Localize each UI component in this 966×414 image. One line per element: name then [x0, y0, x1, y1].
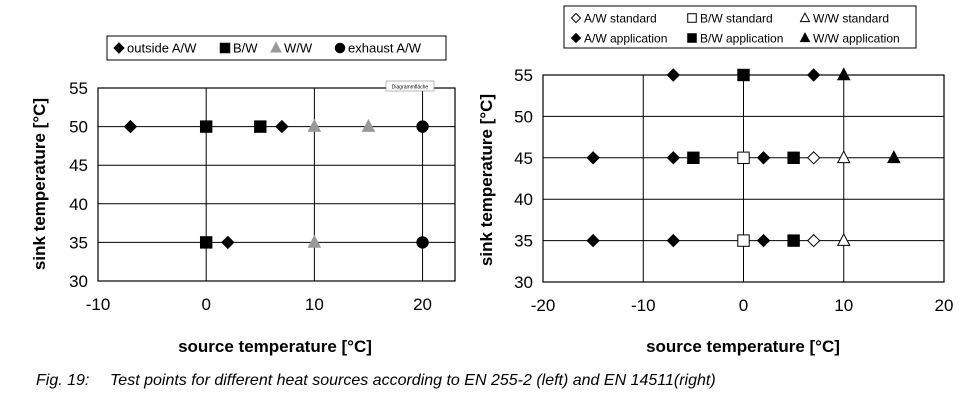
y-tick-label: 30 [69, 272, 88, 291]
annotation-box [385, 80, 435, 92]
y-axis-title-left: sink temperature [°C] [30, 98, 49, 270]
legend-label: B/W standard [700, 12, 773, 26]
legend-marker [687, 13, 697, 23]
annotation-text: Diagrammfläche [392, 85, 429, 91]
x-tick-label: 0 [739, 296, 748, 315]
chart-right: A/W standard B/W standard W/W standard A/W … [477, 5, 953, 356]
data-point [586, 151, 600, 165]
legend-label: W/W [284, 41, 313, 56]
legend-marker [270, 41, 282, 53]
data-point [756, 233, 771, 248]
data-point [737, 151, 750, 165]
data-point [836, 232, 851, 246]
figure-caption-text: Test points for different heat sources a… [110, 372, 716, 389]
x-tick-label: -20 [531, 296, 556, 315]
x-tick-label: -10 [631, 296, 656, 315]
figure-label: Fig. 19: [36, 372, 90, 389]
y-tick-label: 35 [69, 233, 88, 252]
data-point [836, 150, 851, 164]
chart-left: outside A/W B/W W/W exhaust A/W 30 35 40 45 50 5… [30, 35, 456, 356]
data-point [787, 234, 800, 247]
x-tick-label: 20 [413, 295, 432, 314]
data-point [307, 118, 322, 132]
legend-right-box [563, 5, 917, 49]
y-tick-label: 50 [514, 107, 533, 126]
data-point [666, 151, 681, 165]
legend-marker [687, 33, 697, 43]
data-point [123, 119, 138, 134]
plot-area-left: 30 35 40 45 50 55 -10 0 10 20 [69, 79, 456, 314]
data-point [666, 68, 681, 82]
data-point [221, 235, 235, 250]
legend-label: A/W standard [584, 12, 657, 26]
data-point [756, 151, 771, 165]
figure-caption: Fig. 19: Test points for different heat s… [36, 372, 716, 390]
legend-marker [799, 11, 811, 23]
y-tick-label: 45 [514, 149, 533, 168]
plot-frame [97, 87, 456, 282]
legend-right: A/W standard B/W standard W/W standard A/W … [563, 5, 917, 49]
legend-marker [570, 12, 582, 24]
legend-label: outside A/W [127, 41, 197, 56]
x-tick-label: 20 [935, 296, 954, 315]
x-tick-label: 10 [834, 296, 853, 315]
y-tick-label: 30 [514, 273, 533, 292]
data-point [666, 233, 681, 248]
y-axis-title-right: sink temperature [°C] [477, 94, 496, 266]
data-point [887, 150, 901, 164]
legend-label: B/W application [700, 32, 783, 46]
x-tick-label: -10 [86, 295, 111, 314]
plot-area-right: 30 35 40 45 50 55 -20 -10 0 10 20 [514, 66, 953, 315]
data-point [307, 234, 322, 248]
y-tick-label: 45 [69, 156, 88, 175]
legend-label: W/W application [813, 32, 900, 46]
data-point [687, 151, 700, 165]
y-tick-label: 35 [514, 232, 533, 251]
data-point [787, 151, 800, 165]
y-tick-label: 50 [69, 118, 88, 137]
data-point [737, 68, 750, 82]
data-point [199, 236, 213, 249]
legend-marker [113, 42, 125, 54]
legend-marker [219, 42, 231, 54]
data-point [275, 119, 289, 134]
data-point [806, 151, 821, 165]
x-axis-title-left: source temperature [°C] [178, 337, 372, 356]
y-tick-label: 40 [69, 195, 88, 214]
data-point [416, 236, 429, 249]
x-axis-title-right: source temperature [°C] [646, 337, 840, 356]
legend-marker [570, 32, 582, 44]
legend-marker [334, 42, 346, 54]
y-tick-label: 55 [514, 66, 533, 85]
data-point [806, 233, 821, 248]
data-point [737, 234, 750, 247]
data-point [586, 233, 600, 248]
legend-marker [799, 31, 811, 43]
data-point [199, 120, 213, 133]
legend-left: outside A/W B/W W/W exhaust A/W [106, 35, 447, 61]
data-point [254, 120, 267, 133]
data-point [361, 118, 376, 132]
legend-label: B/W [233, 41, 258, 56]
x-tick-label: 10 [305, 295, 324, 314]
x-tick-label: 0 [201, 295, 210, 314]
annotation-label: Diagrammfläche [385, 80, 435, 92]
y-tick-label: 40 [514, 190, 533, 209]
data-point [416, 120, 429, 133]
legend-label: A/W application [584, 32, 667, 46]
legend-label: exhaust A/W [348, 41, 422, 56]
y-tick-label: 55 [69, 79, 88, 98]
data-point [836, 67, 851, 81]
legend-label: W/W standard [813, 12, 889, 26]
data-point [806, 68, 821, 82]
